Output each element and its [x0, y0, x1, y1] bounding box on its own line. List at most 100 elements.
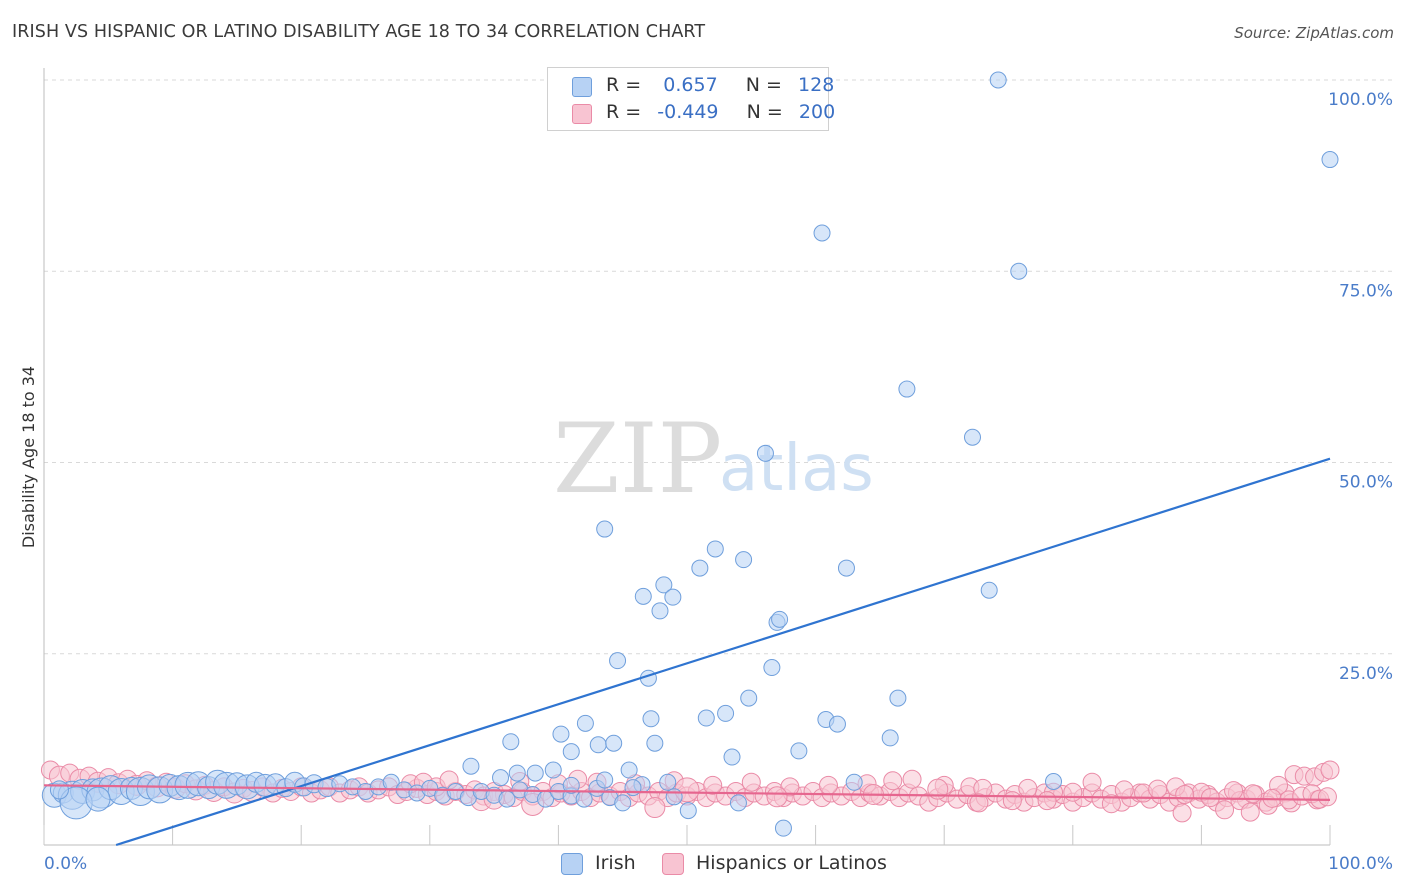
- irish-point: [845, 773, 863, 791]
- irish-point: [634, 587, 652, 605]
- legend: R = 0.657 N = 128 R = -0.449 N = 200: [547, 67, 835, 131]
- irish-point: [508, 764, 526, 782]
- irish-point: [691, 559, 709, 577]
- irish-point: [589, 736, 607, 754]
- legend-hisp-r-label: R =: [606, 101, 642, 123]
- irish-point: [717, 704, 735, 722]
- irish-point: [837, 559, 855, 577]
- irish-point: [723, 748, 741, 766]
- hisp-point: [1002, 791, 1022, 811]
- hisp-point: [818, 775, 838, 795]
- y-tick-label: 75.0%: [1339, 281, 1393, 301]
- irish-point: [697, 709, 715, 727]
- hisp-point: [1175, 785, 1195, 805]
- irish-point: [1010, 262, 1028, 280]
- irish-point: [881, 729, 899, 747]
- irish-point: [562, 776, 580, 794]
- tick-labels: 25.0% 50.0% 75.0% 100.0% 0.0% 100.0%: [44, 90, 1393, 874]
- irish-point: [963, 428, 981, 446]
- bottom-legend-irish-swatch: [561, 853, 583, 875]
- irish-point: [605, 734, 623, 752]
- hisp-point: [766, 786, 788, 808]
- legend-hisp-text: R = -0.449 N = 200: [606, 101, 835, 123]
- irish-point: [552, 725, 570, 743]
- irish-point: [828, 715, 846, 733]
- watermark-atlas: atlas: [719, 432, 874, 506]
- irish-point: [646, 734, 664, 752]
- irish-point: [575, 790, 593, 808]
- hisp-point: [1215, 800, 1235, 820]
- y-tick-label: 100.0%: [1328, 90, 1393, 110]
- irish-point: [85, 786, 111, 812]
- y-tick-label: 25.0%: [1339, 664, 1393, 684]
- hisp-point: [1148, 779, 1168, 799]
- hisp-point: [969, 793, 989, 813]
- legend-irish-r-label: R =: [606, 74, 642, 96]
- watermark: ZIP atlas: [553, 403, 874, 515]
- irish-point: [771, 610, 789, 628]
- irish-point: [596, 771, 614, 789]
- hisp-point: [1063, 782, 1083, 802]
- bottom-legend-hisp-label: Hispanics or Latinos: [696, 852, 887, 874]
- hisp-point: [1172, 803, 1192, 823]
- legend-irish-swatch: [572, 77, 592, 97]
- chart-title: IRISH VS HISPANIC OR LATINO DISABILITY A…: [12, 22, 706, 42]
- legend-hisp-n-label: N =: [746, 101, 783, 123]
- hisp-point: [644, 797, 666, 819]
- x-tick-label: 100.0%: [1328, 854, 1393, 874]
- trend-lines: [43, 457, 1331, 847]
- x-tick-label: 0.0%: [44, 854, 87, 874]
- irish-point: [664, 588, 682, 606]
- irish-point: [813, 224, 831, 242]
- irish-point: [980, 581, 998, 599]
- irish-point: [562, 743, 580, 761]
- watermark-zip: ZIP: [553, 403, 722, 515]
- legend-irish-text: R = 0.657 N = 128: [606, 74, 834, 96]
- legend-hisp-n-value: 200: [798, 101, 836, 123]
- irish-point: [774, 819, 792, 837]
- bottom-legend-hisp-swatch: [662, 853, 684, 875]
- irish-point: [462, 757, 480, 775]
- irish-point: [898, 380, 916, 398]
- hisp-point: [1018, 778, 1038, 798]
- legend-irish-r-value: 0.657: [663, 74, 718, 96]
- irish-point: [502, 733, 520, 751]
- irish-point: [740, 689, 758, 707]
- irish-trend-line: [115, 457, 1331, 847]
- irish-point: [642, 710, 660, 728]
- irish-point: [49, 780, 69, 800]
- y-tick-label: 50.0%: [1339, 473, 1393, 493]
- irish-point: [492, 769, 510, 787]
- irish-point: [989, 71, 1007, 89]
- irish-point: [729, 794, 747, 812]
- hisp-point: [1320, 760, 1340, 780]
- legend-hisp-swatch: [572, 104, 592, 124]
- hisp-point: [1224, 781, 1244, 801]
- irish-point: [620, 761, 638, 779]
- irish-point: [763, 659, 781, 677]
- irish-point: [706, 540, 724, 558]
- legend-hisp-r-value: -0.449: [657, 101, 719, 123]
- hisp-point: [1317, 787, 1337, 807]
- hisp-point: [1037, 791, 1057, 811]
- hisp-point: [1101, 794, 1121, 814]
- irish-point: [544, 761, 562, 779]
- hisp-trend-line: [43, 784, 1331, 801]
- hisp-point: [927, 778, 949, 800]
- irish-point: [679, 802, 697, 820]
- irish-point: [614, 794, 632, 812]
- irish-point: [659, 773, 677, 791]
- irish-point: [526, 764, 544, 782]
- hisp-point: [741, 772, 761, 792]
- irish-point: [1321, 151, 1339, 169]
- irish-point: [596, 520, 614, 538]
- irish-point: [756, 444, 774, 462]
- hisp-point: [902, 769, 922, 789]
- axes: [43, 68, 1331, 846]
- irish-point: [790, 742, 808, 760]
- hisp-point: [883, 771, 903, 791]
- irish-point: [609, 652, 627, 670]
- hisp-point: [1240, 802, 1260, 822]
- irish-point: [1045, 773, 1063, 791]
